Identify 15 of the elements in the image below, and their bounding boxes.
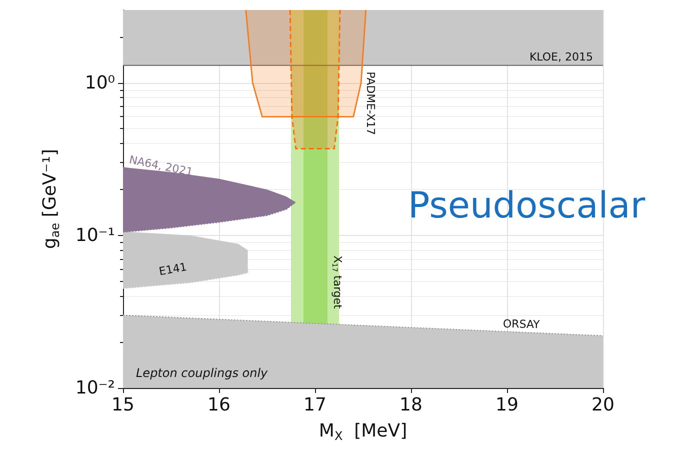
series-label: ORSAY — [502, 317, 540, 332]
x-tick-label: 20 — [592, 394, 614, 416]
annotation: Pseudoscalar — [408, 186, 646, 226]
text: PADME-X17 — [364, 72, 377, 135]
x-tick-label: 18 — [400, 394, 422, 416]
y-tick-label: 10⁰ — [84, 72, 115, 94]
text: NA64, 2021 — [128, 153, 194, 179]
x-tick-label: 17 — [304, 394, 326, 416]
x-tick-label: 19 — [496, 394, 518, 416]
band-label: KLOE, 2015 — [529, 50, 593, 64]
annotation: Lepton couplings only — [136, 366, 269, 380]
text: E141 — [158, 260, 188, 278]
y-tick-label: 10⁻¹ — [75, 224, 115, 246]
x-tick-label: 16 — [208, 394, 230, 416]
y-axis-title: gae [GeV⁻¹] — [40, 149, 62, 249]
